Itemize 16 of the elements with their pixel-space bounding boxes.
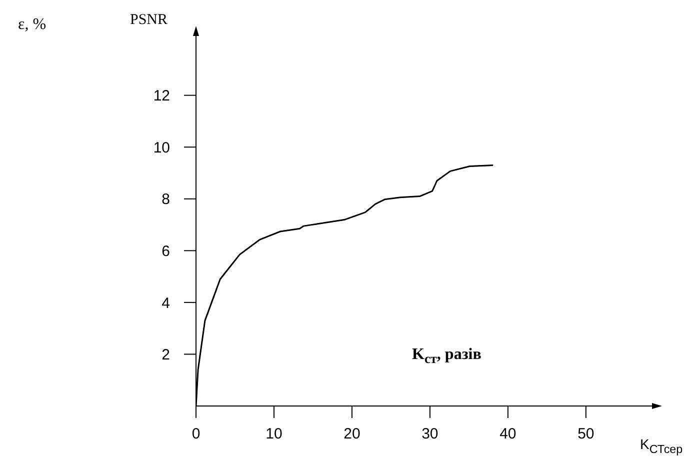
- y-tick-label: 10: [153, 139, 170, 156]
- x-axis-title: K$_{СТсер}$: [640, 436, 683, 456]
- annotation: K$_{ст}$, разів: [412, 346, 482, 368]
- y-tick-label: 12: [153, 88, 170, 105]
- y-tick-label: 8: [162, 191, 170, 208]
- text: ε, %: [18, 16, 46, 34]
- x-tick-label: 10: [266, 426, 282, 443]
- y-tick-label: 4: [162, 294, 170, 312]
- x-tick-label: 30: [422, 426, 438, 443]
- y-axis-title: PSNR: [130, 12, 168, 29]
- y-tick-label: 2: [162, 346, 170, 364]
- x-tick-label: 50: [578, 426, 594, 443]
- x-tick-label: 0: [192, 426, 200, 443]
- y-tick-label: 6: [162, 242, 170, 260]
- x-tick-label: 20: [344, 426, 360, 443]
- x-tick-label: 40: [500, 426, 516, 443]
